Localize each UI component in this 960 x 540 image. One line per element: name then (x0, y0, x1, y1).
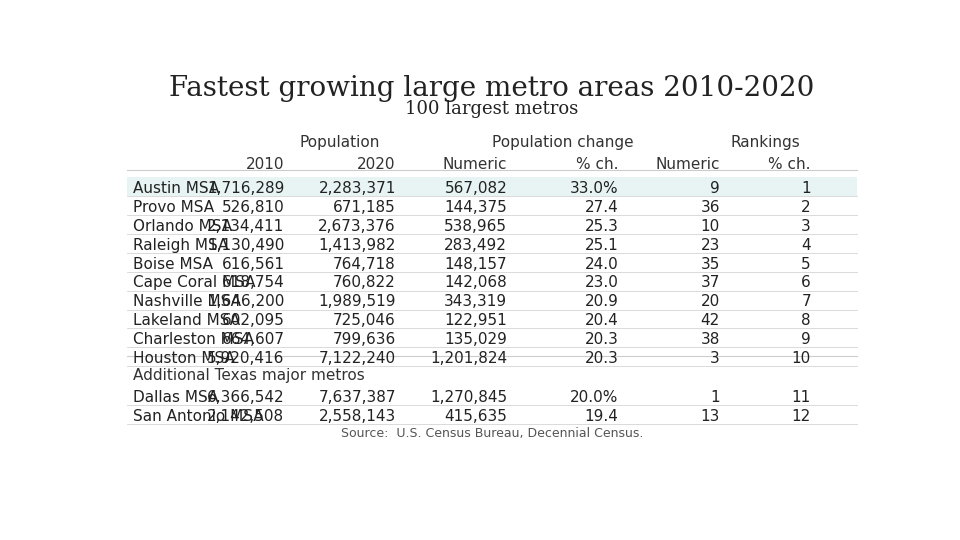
Text: Dallas MSA: Dallas MSA (132, 390, 218, 405)
Text: 3: 3 (802, 219, 811, 234)
Text: 24.0: 24.0 (585, 256, 618, 272)
Text: Provo MSA: Provo MSA (132, 200, 214, 215)
Text: 2,134,411: 2,134,411 (207, 219, 284, 234)
Text: 1,716,289: 1,716,289 (207, 181, 284, 196)
Text: 6,366,542: 6,366,542 (206, 390, 284, 405)
Text: 9: 9 (710, 181, 720, 196)
Text: 1,130,490: 1,130,490 (207, 238, 284, 253)
Text: 100 largest metros: 100 largest metros (405, 100, 579, 118)
Text: 3: 3 (710, 351, 720, 366)
Text: 664,607: 664,607 (222, 332, 284, 347)
Text: 1,413,982: 1,413,982 (319, 238, 396, 253)
Text: 1: 1 (802, 181, 811, 196)
Text: 10: 10 (701, 219, 720, 234)
Text: 725,046: 725,046 (333, 313, 396, 328)
Text: 13: 13 (701, 409, 720, 424)
Text: 36: 36 (701, 200, 720, 215)
Text: 20.3: 20.3 (585, 351, 618, 366)
Text: Lakeland MSA: Lakeland MSA (132, 313, 240, 328)
Text: 20: 20 (701, 294, 720, 309)
Text: 20.9: 20.9 (585, 294, 618, 309)
Text: Numeric: Numeric (443, 157, 507, 172)
Text: 35: 35 (701, 256, 720, 272)
Text: 37: 37 (701, 275, 720, 291)
Text: 20.3: 20.3 (585, 332, 618, 347)
Text: 42: 42 (701, 313, 720, 328)
Text: Rankings: Rankings (731, 136, 801, 151)
Text: % ch.: % ch. (769, 157, 811, 172)
Text: Houston MSA: Houston MSA (132, 351, 234, 366)
Text: 144,375: 144,375 (444, 200, 507, 215)
Text: 6: 6 (802, 275, 811, 291)
Text: 11: 11 (792, 390, 811, 405)
Text: 23: 23 (701, 238, 720, 253)
Text: 20.4: 20.4 (585, 313, 618, 328)
Text: 2,673,376: 2,673,376 (318, 219, 396, 234)
Text: 618,754: 618,754 (222, 275, 284, 291)
Text: 2020: 2020 (357, 157, 396, 172)
Text: 122,951: 122,951 (444, 313, 507, 328)
Text: Raleigh MSA: Raleigh MSA (132, 238, 228, 253)
Text: 5: 5 (802, 256, 811, 272)
Text: 1,270,845: 1,270,845 (430, 390, 507, 405)
Text: Orlando MSA: Orlando MSA (132, 219, 231, 234)
Text: 616,561: 616,561 (222, 256, 284, 272)
Text: 12: 12 (792, 409, 811, 424)
Text: 2,558,143: 2,558,143 (319, 409, 396, 424)
Text: 10: 10 (792, 351, 811, 366)
Text: 27.4: 27.4 (585, 200, 618, 215)
Text: 567,082: 567,082 (444, 181, 507, 196)
Text: 5,920,416: 5,920,416 (207, 351, 284, 366)
Text: Cape Coral MSA: Cape Coral MSA (132, 275, 255, 291)
Text: 343,319: 343,319 (444, 294, 507, 309)
Text: Boise MSA: Boise MSA (132, 256, 212, 272)
Text: 2,142,508: 2,142,508 (207, 409, 284, 424)
Text: 538,965: 538,965 (444, 219, 507, 234)
Text: San Antonio MSA: San Antonio MSA (132, 409, 263, 424)
Text: 19.4: 19.4 (585, 409, 618, 424)
Text: 8: 8 (802, 313, 811, 328)
Text: 1,989,519: 1,989,519 (319, 294, 396, 309)
Text: Population: Population (300, 136, 380, 151)
Text: 38: 38 (701, 332, 720, 347)
Text: 2: 2 (802, 200, 811, 215)
Text: Austin MSA: Austin MSA (132, 181, 219, 196)
Text: 148,157: 148,157 (444, 256, 507, 272)
Text: 20.0%: 20.0% (570, 390, 618, 405)
Text: 2,283,371: 2,283,371 (319, 181, 396, 196)
Text: 764,718: 764,718 (333, 256, 396, 272)
Text: 671,185: 671,185 (333, 200, 396, 215)
Text: 799,636: 799,636 (332, 332, 396, 347)
Text: 4: 4 (802, 238, 811, 253)
Text: 135,029: 135,029 (444, 332, 507, 347)
Text: Charleston MSA: Charleston MSA (132, 332, 253, 347)
Text: 415,635: 415,635 (444, 409, 507, 424)
Text: Population change: Population change (492, 136, 634, 151)
Text: 1,646,200: 1,646,200 (207, 294, 284, 309)
Text: Source:  U.S. Census Bureau, Decennial Census.: Source: U.S. Census Bureau, Decennial Ce… (341, 427, 643, 440)
Text: 283,492: 283,492 (444, 238, 507, 253)
Text: % ch.: % ch. (576, 157, 618, 172)
Text: 25.1: 25.1 (585, 238, 618, 253)
FancyBboxPatch shape (128, 177, 856, 196)
Text: 33.0%: 33.0% (570, 181, 618, 196)
Text: 7: 7 (802, 294, 811, 309)
Text: 7,122,240: 7,122,240 (319, 351, 396, 366)
Text: 1: 1 (710, 390, 720, 405)
Text: 7,637,387: 7,637,387 (319, 390, 396, 405)
Text: Nashville MSA: Nashville MSA (132, 294, 241, 309)
Text: Fastest growing large metro areas 2010-2020: Fastest growing large metro areas 2010-2… (169, 75, 815, 102)
Text: 142,068: 142,068 (444, 275, 507, 291)
Text: 526,810: 526,810 (222, 200, 284, 215)
Text: 760,822: 760,822 (333, 275, 396, 291)
Text: 9: 9 (802, 332, 811, 347)
Text: 602,095: 602,095 (222, 313, 284, 328)
Text: 23.0: 23.0 (585, 275, 618, 291)
Text: Numeric: Numeric (656, 157, 720, 172)
Text: Additional Texas major metros: Additional Texas major metros (132, 368, 364, 383)
Text: 1,201,824: 1,201,824 (430, 351, 507, 366)
Text: 2010: 2010 (246, 157, 284, 172)
Text: 25.3: 25.3 (585, 219, 618, 234)
